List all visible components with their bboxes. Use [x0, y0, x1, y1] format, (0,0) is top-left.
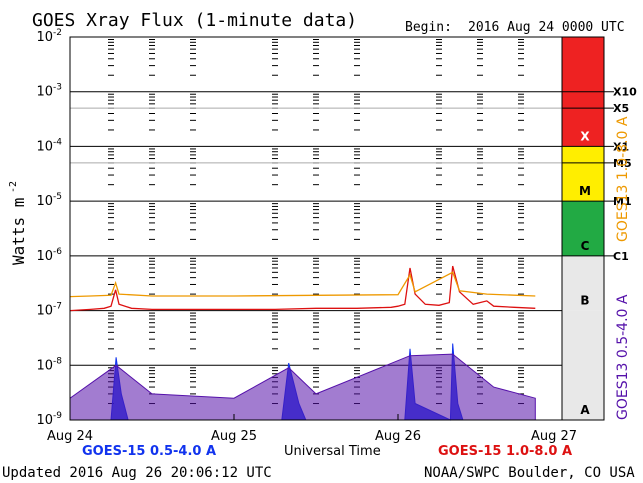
- flare-class-label: B: [580, 294, 589, 308]
- series-3: [69, 353, 536, 421]
- legend-goes13-long: GOES13 1.0-8.0 A: [615, 116, 631, 242]
- series-0: [69, 265, 536, 312]
- threshold-label: X5: [613, 102, 629, 115]
- threshold-label: M5: [613, 157, 632, 170]
- data-source: NOAA/SWPC Boulder, CO USA: [424, 465, 635, 481]
- y-tick-label: 10-7: [36, 302, 62, 319]
- x-tick-label: Aug 26: [375, 429, 421, 444]
- begin-label: Begin:: [405, 20, 452, 35]
- y-tick-label: 10-9: [36, 411, 62, 428]
- flare-class-label: C: [581, 239, 590, 253]
- x-tick-label: Aug 24: [47, 429, 93, 444]
- threshold-label: X10: [613, 86, 637, 99]
- flare-band-m: [562, 146, 604, 202]
- x-tick-label: Aug 25: [211, 429, 257, 444]
- flare-class-label: A: [580, 403, 590, 417]
- x-axis-label: Universal Time: [284, 444, 381, 459]
- flare-band-a: [562, 310, 604, 420]
- x-tick-label: Aug 27: [531, 429, 577, 444]
- threshold-label: M1: [613, 195, 632, 208]
- series-1: [69, 271, 536, 298]
- y-tick-label: 10-8: [36, 356, 62, 373]
- y-tick-label: 10-3: [36, 83, 62, 100]
- flare-band-c: [562, 201, 604, 256]
- y-axis-label: Watts m: [9, 198, 28, 265]
- legend-goes13-short: GOES13 0.5-4.0 A: [615, 294, 631, 420]
- begin-date: 2016 Aug 24 0000 UTC: [468, 20, 625, 35]
- y-tick-label: 10-4: [36, 137, 62, 154]
- y-tick-label: 10-5: [36, 192, 62, 209]
- updated-timestamp: Updated 2016 Aug 26 20:06:12 UTC: [2, 465, 272, 481]
- band-frame: [561, 36, 605, 421]
- flare-class-label: M: [579, 184, 591, 198]
- threshold-label: C1: [613, 250, 629, 263]
- y-axis-label-exponent: -2: [8, 181, 19, 193]
- flare-band-b: [562, 255, 604, 311]
- chart-title: GOES Xray Flux (1-minute data): [32, 10, 357, 31]
- y-tick-label: 10-6: [36, 247, 62, 264]
- flare-class-label: X: [580, 129, 590, 143]
- legend-goes15-short: GOES-15 0.5-4.0 A: [82, 444, 216, 459]
- legend-goes15-long: GOES-15 1.0-8.0 A: [438, 444, 572, 459]
- threshold-label: X1: [613, 140, 629, 153]
- y-tick-label: 10-2: [36, 28, 62, 45]
